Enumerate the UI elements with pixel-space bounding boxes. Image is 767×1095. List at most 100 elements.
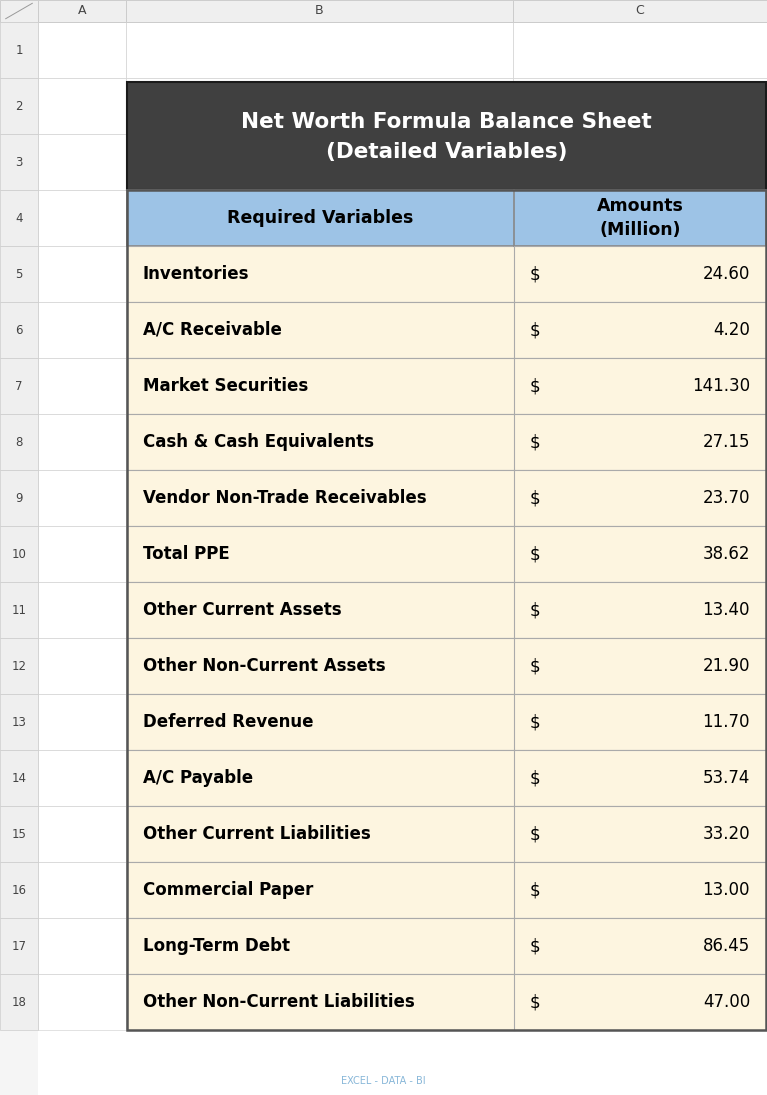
Bar [0, 694, 38, 750]
Text: 13: 13 [12, 715, 26, 728]
Text: 38.62: 38.62 [703, 545, 750, 563]
Text: $: $ [530, 993, 541, 1011]
Bar [126, 806, 513, 862]
Text: 12: 12 [12, 659, 27, 672]
Text: A: A [77, 4, 86, 18]
Bar [38, 0, 126, 22]
Text: Market Securities: Market Securities [143, 377, 308, 395]
Bar [127, 806, 766, 862]
Bar [38, 583, 126, 638]
Text: 24.60: 24.60 [703, 265, 750, 283]
Text: 18: 18 [12, 995, 26, 1008]
Bar [513, 0, 767, 22]
Text: $: $ [530, 657, 541, 675]
Bar [126, 918, 513, 973]
Text: 3: 3 [15, 155, 23, 169]
Bar [0, 638, 38, 694]
Bar [126, 526, 513, 583]
Bar [38, 414, 126, 470]
Bar [38, 302, 126, 358]
Text: 33.20: 33.20 [703, 825, 750, 843]
Bar [127, 526, 766, 583]
Bar [126, 583, 513, 638]
Text: A/C Receivable: A/C Receivable [143, 321, 282, 339]
Text: Other Non-Current Assets: Other Non-Current Assets [143, 657, 386, 675]
Bar [38, 750, 126, 806]
Bar [127, 82, 766, 191]
Bar [0, 22, 38, 78]
Text: Other Current Assets: Other Current Assets [143, 601, 341, 619]
Bar [513, 750, 767, 806]
Bar [513, 470, 767, 526]
Bar [0, 246, 38, 302]
Bar [513, 191, 767, 246]
Bar [0, 806, 38, 862]
Bar [126, 973, 513, 1030]
Text: 4: 4 [15, 211, 23, 224]
Bar [0, 583, 38, 638]
Bar [126, 694, 513, 750]
Text: 5: 5 [15, 267, 23, 280]
Bar [127, 694, 766, 750]
Text: Commercial Paper: Commercial Paper [143, 881, 314, 899]
Text: $: $ [530, 545, 541, 563]
Bar [126, 470, 513, 526]
Bar [513, 973, 767, 1030]
Bar [38, 470, 126, 526]
Bar [126, 414, 513, 470]
Bar [513, 414, 767, 470]
Bar [127, 191, 766, 1030]
Bar [38, 246, 126, 302]
Bar [0, 358, 38, 414]
Text: $: $ [530, 769, 541, 787]
Bar [38, 806, 126, 862]
Text: EXCEL - DATA - BI: EXCEL - DATA - BI [341, 1076, 426, 1086]
Bar [0, 470, 38, 526]
Bar [127, 583, 766, 638]
Bar [0, 302, 38, 358]
Bar [0, 526, 38, 583]
Bar [0, 78, 38, 134]
Text: $: $ [530, 489, 541, 507]
Text: Total PPE: Total PPE [143, 545, 230, 563]
Text: 141.30: 141.30 [692, 377, 750, 395]
Bar [513, 78, 767, 134]
Text: $: $ [530, 321, 541, 339]
Text: 8: 8 [15, 436, 23, 449]
Bar [0, 134, 38, 191]
Text: 10: 10 [12, 548, 26, 561]
Text: 11.70: 11.70 [703, 713, 750, 731]
Text: (Detailed Variables): (Detailed Variables) [326, 142, 568, 162]
Bar [126, 246, 513, 302]
Bar [126, 638, 513, 694]
Text: 17: 17 [12, 940, 27, 953]
Text: 1: 1 [15, 44, 23, 57]
Text: Amounts
(Million): Amounts (Million) [597, 197, 683, 239]
Bar [513, 918, 767, 973]
Bar [126, 862, 513, 918]
Bar [0, 191, 38, 246]
Bar [0, 918, 38, 973]
Text: Required Variables: Required Variables [227, 209, 413, 227]
Bar [513, 302, 767, 358]
Text: 47.00: 47.00 [703, 993, 750, 1011]
Text: Inventories: Inventories [143, 265, 249, 283]
Bar [38, 78, 126, 134]
Bar [513, 694, 767, 750]
Bar [127, 973, 766, 1030]
Bar [0, 973, 38, 1030]
Bar [513, 806, 767, 862]
Text: Deferred Revenue: Deferred Revenue [143, 713, 314, 731]
Text: $: $ [530, 433, 541, 451]
Text: $: $ [530, 825, 541, 843]
Bar [127, 191, 766, 246]
Text: $: $ [530, 601, 541, 619]
Text: 23.70: 23.70 [703, 489, 750, 507]
Text: 53.74: 53.74 [703, 769, 750, 787]
Text: 6: 6 [15, 323, 23, 336]
Bar [513, 526, 767, 583]
Bar [126, 191, 513, 246]
Text: 86.45: 86.45 [703, 937, 750, 955]
Bar [513, 22, 767, 78]
Bar [127, 302, 766, 358]
